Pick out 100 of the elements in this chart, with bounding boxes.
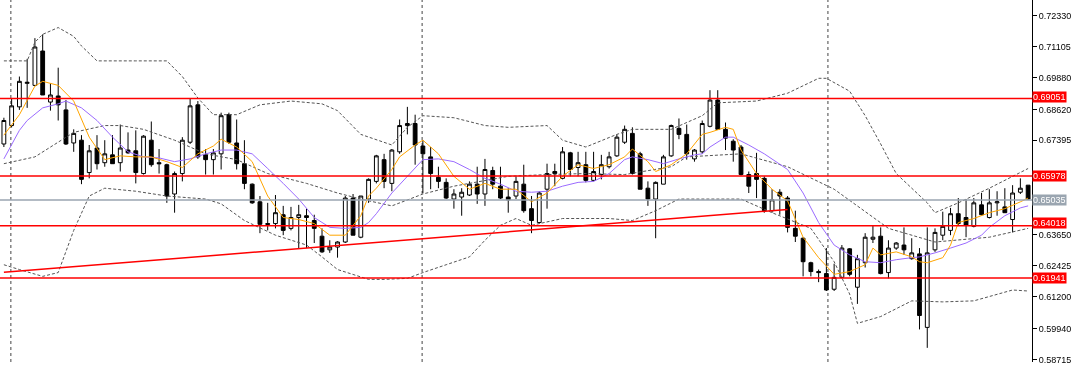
line-series (3, 27, 1029, 214)
candlestick (203, 148, 209, 176)
candlestick (164, 163, 170, 204)
candlestick (17, 76, 22, 111)
candlestick (296, 204, 302, 249)
candlestick (9, 97, 15, 128)
candlestick (474, 166, 480, 205)
ref-line-label: 0.64018 (1033, 218, 1066, 228)
candlestick (730, 138, 736, 163)
candlestick (420, 139, 426, 194)
candlestick (816, 269, 822, 283)
candlestick (249, 182, 255, 205)
candlestick (622, 125, 628, 145)
line-series (3, 125, 1029, 243)
candlestick (24, 58, 30, 109)
candlestick (467, 180, 472, 197)
candlestick (79, 134, 84, 185)
line-series (3, 100, 1029, 264)
candlestick (1017, 177, 1023, 195)
candlestick (699, 120, 705, 155)
y-tick-label: 0.72330 (1038, 10, 1072, 21)
candlestick (94, 134, 100, 171)
y-tick-label: 0.61200 (1038, 291, 1072, 302)
candlestick (715, 89, 721, 130)
candlestick (886, 239, 891, 279)
ref-line-label: 0.65035 (1033, 195, 1066, 205)
candlestick (792, 210, 798, 243)
candlestick (156, 148, 162, 175)
candlestick (210, 148, 216, 176)
y-tick-label: 0.58715 (1038, 354, 1072, 365)
candlestick (614, 133, 620, 158)
candlestick (498, 166, 503, 200)
candlestick (645, 180, 651, 207)
line-series (3, 80, 1029, 275)
candlestick (71, 128, 77, 153)
candlestick (141, 134, 146, 176)
candlestick (684, 124, 690, 161)
candlestick (436, 166, 441, 189)
candlestick (459, 187, 465, 217)
candlestick (994, 190, 1000, 217)
candlestick (179, 136, 185, 182)
candlestick (653, 180, 659, 239)
candlestick (404, 106, 410, 135)
y-tick-label: 0.67395 (1038, 135, 1072, 146)
candlestick (40, 33, 46, 96)
candlestick (505, 187, 511, 214)
candlestick (319, 227, 325, 254)
candlestick (855, 254, 860, 305)
y-tick-label: 0.71105 (1038, 41, 1071, 52)
candlestick (86, 144, 92, 179)
candlestick (823, 247, 829, 292)
candlestick (443, 177, 449, 200)
candlestick (63, 99, 69, 146)
candlestick (133, 129, 139, 184)
ref-line-label: 0.65978 (1033, 171, 1066, 181)
candlestick (723, 122, 728, 151)
candlestick (226, 112, 232, 145)
candlestick (195, 100, 201, 160)
candlestick (257, 195, 263, 234)
candlestick (428, 146, 434, 190)
candlestick (901, 226, 907, 256)
candlestick (218, 112, 224, 171)
candlestick (986, 188, 992, 220)
ref-line-label: 0.61941 (1033, 273, 1066, 283)
candlestick (117, 124, 123, 173)
candlestick (979, 192, 984, 217)
candlestick (917, 247, 922, 330)
candlestick (265, 202, 271, 231)
y-tick-label: 0.59940 (1038, 323, 1072, 334)
y-tick-label: 0.63650 (1038, 230, 1072, 241)
ref-line-label: 0.69051 (1033, 92, 1066, 102)
candlestick (955, 197, 961, 226)
candlestick (893, 241, 899, 251)
candlestick (707, 89, 713, 128)
y-tick-label: 0.69880 (1038, 72, 1072, 83)
candlestick (924, 226, 930, 349)
candlestick (397, 118, 403, 155)
candlestick (529, 195, 534, 234)
y-tick-label: 0.62425 (1038, 261, 1072, 272)
candlestick (878, 226, 884, 275)
candlestick (676, 117, 682, 140)
candlestick (327, 239, 333, 254)
candlestick (847, 247, 853, 277)
candlestick (451, 188, 457, 210)
candlestick (808, 261, 814, 277)
candlestick (273, 194, 278, 229)
line-series (3, 187, 1029, 324)
candlestick (335, 240, 340, 259)
candlestick (948, 207, 953, 236)
candlestick (963, 198, 969, 238)
candlestick (187, 97, 193, 145)
candlestick (110, 134, 115, 165)
candlestick (800, 236, 806, 277)
candlestick (148, 121, 154, 168)
candlestick (304, 208, 309, 249)
candlestick (940, 211, 946, 241)
candlestick (412, 114, 418, 166)
candlestick (32, 37, 38, 87)
candlestick (870, 224, 876, 244)
candlestick (862, 232, 868, 269)
